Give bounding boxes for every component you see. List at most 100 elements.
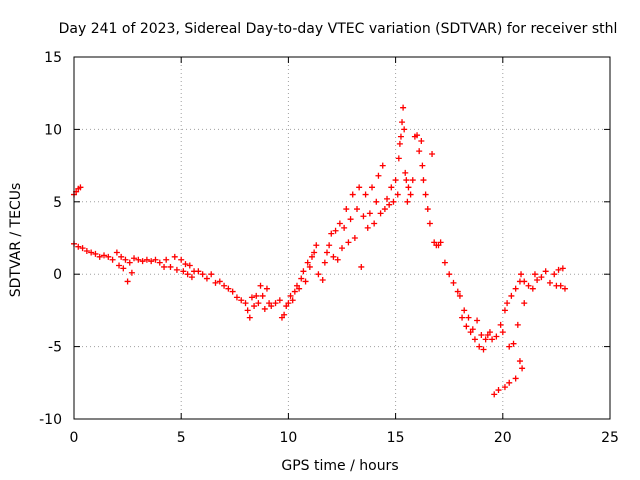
data-point — [321, 259, 328, 266]
data-point — [546, 279, 553, 286]
x-tick-label: 10 — [279, 430, 297, 446]
data-point — [88, 249, 95, 256]
chart-title: Day 241 of 2023, Sidereal Day-to-day VTE… — [59, 21, 618, 37]
data-point — [171, 253, 178, 260]
data-point — [244, 307, 251, 314]
data-point — [156, 259, 163, 266]
data-point — [233, 294, 240, 301]
plot-frame — [73, 56, 611, 420]
data-point — [79, 245, 86, 252]
data-point — [491, 391, 498, 398]
data-point — [499, 329, 506, 336]
data-point — [441, 259, 448, 266]
data-point — [126, 259, 133, 266]
data-point — [276, 297, 283, 304]
data-point — [328, 230, 335, 237]
data-point — [109, 256, 116, 263]
data-point — [519, 365, 526, 372]
data-point — [221, 282, 228, 289]
data-point — [506, 379, 513, 386]
data-point — [313, 242, 320, 249]
data-point — [131, 255, 138, 262]
data-point — [173, 266, 180, 273]
data-point — [180, 268, 187, 275]
data-point — [388, 184, 395, 191]
x-tick-label: 20 — [494, 430, 512, 446]
data-point — [508, 292, 515, 299]
data-point — [362, 191, 369, 198]
data-point — [559, 265, 566, 272]
data-point — [476, 343, 483, 350]
data-point — [188, 274, 195, 281]
x-tick-label: 25 — [601, 430, 619, 446]
data-point — [395, 155, 402, 162]
data-point — [182, 261, 189, 268]
data-point — [163, 256, 170, 263]
data-point — [296, 285, 303, 292]
data-point — [83, 248, 90, 255]
data-point — [454, 288, 461, 295]
data-point — [120, 265, 127, 272]
data-point — [426, 220, 433, 227]
data-point — [409, 177, 416, 184]
data-point — [437, 239, 444, 246]
data-point — [497, 321, 504, 328]
data-point — [501, 307, 508, 314]
data-point — [259, 292, 266, 299]
y-tick-label: -10 — [39, 412, 62, 428]
data-point — [253, 292, 260, 299]
data-point — [504, 300, 511, 307]
data-point — [514, 321, 521, 328]
data-point — [122, 256, 129, 263]
data-point — [77, 184, 84, 191]
data-point — [184, 271, 191, 278]
data-point — [360, 213, 367, 220]
data-point — [311, 249, 318, 256]
data-point — [285, 300, 292, 307]
data-point — [319, 276, 326, 283]
data-point — [416, 148, 423, 155]
data-point — [471, 336, 478, 343]
data-point — [525, 282, 532, 289]
data-point — [375, 172, 382, 179]
data-point — [229, 288, 236, 295]
data-point — [298, 275, 305, 282]
data-point — [512, 285, 519, 292]
data-point — [534, 276, 541, 283]
data-point — [489, 336, 496, 343]
data-point — [334, 256, 341, 263]
data-point — [419, 162, 426, 169]
data-point — [336, 220, 343, 227]
data-point — [557, 282, 564, 289]
data-point — [354, 206, 361, 213]
data-point — [390, 198, 397, 205]
data-point — [287, 292, 294, 299]
data-point — [405, 184, 412, 191]
data-point — [493, 333, 500, 340]
data-point — [407, 191, 414, 198]
data-point — [474, 317, 481, 324]
data-point — [302, 278, 309, 285]
data-point — [167, 263, 174, 270]
x-tick-label: 5 — [177, 430, 186, 446]
data-point — [113, 249, 120, 256]
data-point — [551, 271, 558, 278]
data-point — [459, 314, 466, 321]
data-point — [358, 263, 365, 270]
y-tick-label: 10 — [44, 122, 62, 138]
data-point — [330, 253, 337, 260]
data-point — [422, 191, 429, 198]
data-point — [463, 323, 470, 330]
data-point — [486, 329, 493, 336]
data-point — [261, 305, 268, 312]
data-point — [403, 177, 410, 184]
data-point — [161, 263, 168, 270]
data-point — [349, 191, 356, 198]
data-point — [420, 177, 427, 184]
data-point — [242, 300, 249, 307]
data-point — [143, 256, 150, 263]
data-point — [446, 271, 453, 278]
y-tick-label: 0 — [53, 267, 62, 283]
data-point — [377, 210, 384, 217]
